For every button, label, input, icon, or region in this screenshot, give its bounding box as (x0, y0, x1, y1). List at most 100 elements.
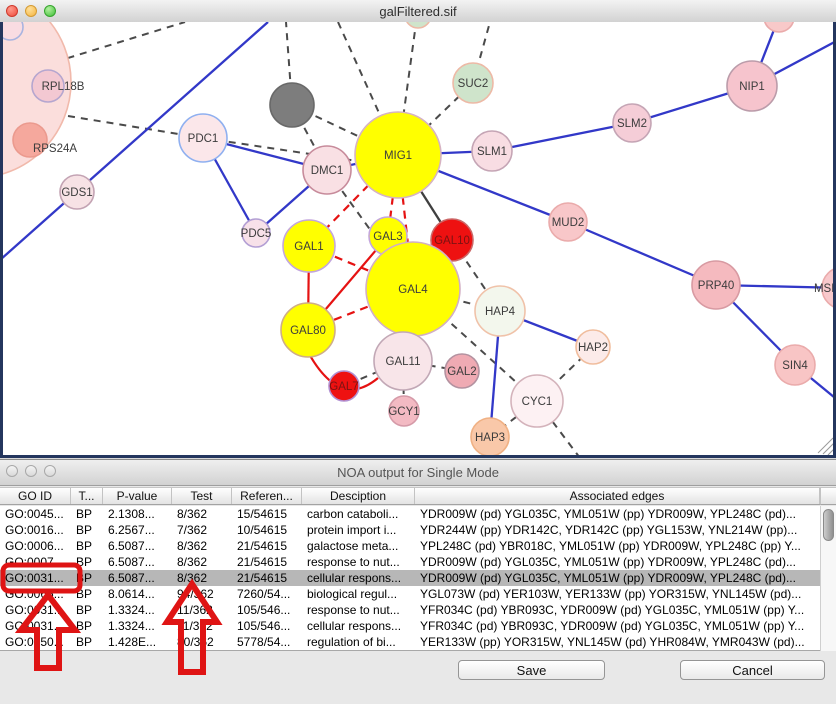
node-gray-node[interactable] (269, 82, 315, 128)
network-canvas[interactable]: RPL18B RPS24A GDS1 PDC1 DMC1 MIG1 SUC2 SLM1 SLM2… (0, 0, 836, 459)
table-row[interactable]: GO:0016... BP 6.2567... 7/362 10/54615 protei… (0, 522, 820, 538)
table-row[interactable]: GO:0045... BP 2.1308... 8/362 15/54615 carbon… (0, 506, 820, 522)
edge-pd[interactable] (402, 360, 463, 372)
table-cell: response to nut... (307, 555, 400, 569)
node-label-HAP4: HAP4 (485, 306, 516, 318)
close-button-inactive[interactable] (6, 465, 18, 477)
table-cell: 15/54615 (237, 507, 288, 521)
node-SUC2[interactable] (452, 62, 494, 104)
node-GAL7[interactable] (328, 370, 360, 402)
table-cell: 21/54615 (237, 539, 288, 553)
edge-pd[interactable] (472, 21, 491, 84)
node-CYC1[interactable] (510, 374, 564, 428)
edge-pp[interactable] (567, 220, 717, 287)
node-PDC1[interactable] (178, 113, 228, 163)
save-button[interactable]: Save (458, 660, 605, 680)
node-DMC1[interactable] (302, 145, 352, 195)
minimize-button[interactable] (25, 5, 37, 17)
table-cell: cellular respons... (307, 619, 402, 633)
node-label-GAL7: GAL7 (329, 381, 358, 393)
resize-grip-icon[interactable] (827, 448, 835, 456)
table-cell: galactose meta... (307, 539, 399, 553)
column-header-t-[interactable]: T... (71, 488, 103, 504)
table-cell: GO:0050... (5, 635, 64, 649)
column-header-referen-[interactable]: Referen... (232, 488, 302, 504)
node-label-SLM1: SLM1 (477, 146, 507, 158)
node-SLM1[interactable] (471, 130, 513, 172)
network-graph[interactable]: RPL18B RPS24A GDS1 PDC1 DMC1 MIG1 SUC2 SLM1 SLM2… (0, 0, 836, 459)
node-GAL10[interactable] (430, 218, 474, 262)
table-cell: BP (76, 635, 93, 649)
table-cell: 21/54615 (237, 571, 288, 585)
edge-pd[interactable] (54, 21, 186, 63)
table-row[interactable]: GO:0065... BP 8.0614... 94/362 7260/54... bio… (0, 586, 820, 602)
table-cell: 11/362 (177, 619, 213, 633)
node-HAP2[interactable] (575, 329, 611, 365)
node-HAP4[interactable] (474, 285, 526, 337)
column-header-desciption[interactable]: Desciption (302, 488, 415, 504)
table-cell: cellular respons... (307, 571, 402, 585)
node-label-HAP3: HAP3 (475, 432, 505, 444)
table-cell: YFR034C (pd) YBR093C, YDR009W (pd) YGL03… (420, 603, 805, 617)
table-row[interactable]: GO:0031... BP 1.3324... 11/362 105/546... cel… (0, 618, 820, 634)
node-label-GAL10: GAL10 (434, 235, 470, 247)
node-RPS24A[interactable] (12, 122, 48, 158)
edge-pp[interactable] (0, 21, 269, 261)
node-GAL80[interactable] (280, 302, 336, 358)
node-GDS1[interactable] (59, 174, 95, 210)
table-cell: response to nut... (307, 603, 400, 617)
resize-grip-icon[interactable] (822, 442, 835, 455)
column-header-associated-edges[interactable]: Associated edges (415, 488, 820, 504)
column-header-go-id[interactable]: GO ID (0, 488, 71, 504)
node-SIN4[interactable] (774, 344, 816, 386)
zoom-button[interactable] (44, 5, 56, 17)
node-GAL1[interactable] (282, 219, 336, 273)
table-cell: protein import i... (307, 523, 397, 537)
edge-pd[interactable] (489, 400, 538, 438)
noa-window-titlebar[interactable]: NOA output for Single Mode (0, 460, 836, 486)
table-row[interactable]: GO:0007... BP 6.5087... 8/362 21/54615 respon… (0, 554, 820, 570)
edge-pp[interactable] (491, 121, 633, 153)
table-header: GO ID T... P-value Test Referen... Desciption… (0, 487, 820, 505)
table-row[interactable]: GO:0050... BP 1.428E... 80/362 5778/54... reg… (0, 634, 820, 650)
node-RPL18B[interactable] (31, 69, 65, 103)
node-PDC5[interactable] (241, 218, 271, 248)
table-row[interactable]: GO:0006... BP 6.5087... 8/362 21/54615 galact… (0, 538, 820, 554)
edge-pd[interactable] (397, 15, 418, 156)
table-cell: regulation of bi... (307, 635, 396, 649)
table-row[interactable]: GO:0031... BP 1.3324... 11/362 105/546... res… (0, 602, 820, 618)
node-partial-node-top-green[interactable] (404, 1, 432, 29)
table-row[interactable]: GO:0031... BP 6.5087... 8/362 21/54615 cellul… (0, 570, 820, 586)
node-NIP1[interactable] (726, 60, 778, 112)
network-window-titlebar[interactable]: galFiltered.sif (0, 0, 836, 23)
node-GAL11[interactable] (373, 331, 433, 391)
cancel-button[interactable]: Cancel (680, 660, 825, 680)
node-label-GDS1: GDS1 (61, 187, 92, 199)
zoom-button-inactive[interactable] (44, 465, 56, 477)
node-GAL2[interactable] (444, 353, 480, 389)
edge-pd[interactable] (67, 115, 204, 139)
table-cell: 105/546... (237, 603, 291, 617)
minimize-button-inactive[interactable] (25, 465, 37, 477)
column-header-test[interactable]: Test (172, 488, 232, 504)
node-SLM2[interactable] (612, 103, 652, 143)
table-cell: 6.5087... (108, 571, 155, 585)
column-header-p-value[interactable]: P-value (103, 488, 172, 504)
node-label-GAL2: GAL2 (447, 366, 476, 378)
node-MUD2[interactable] (548, 202, 588, 242)
close-button[interactable] (6, 5, 18, 17)
table-cell: 2.1308... (108, 507, 155, 521)
resize-grip-icon[interactable] (817, 437, 834, 454)
table-cell: GO:0016... (5, 523, 64, 537)
node-MIG1[interactable] (354, 111, 442, 199)
table-cell: YPL248C (pd) YBR018C, YML051W (pp) YDR00… (420, 539, 801, 553)
scrollbar-thumb[interactable] (823, 509, 834, 541)
node-PRP40[interactable] (691, 260, 741, 310)
node-GCY1[interactable] (388, 395, 420, 427)
table-cell: GO:0007... (5, 555, 64, 569)
node-MSL1[interactable] (821, 267, 836, 309)
vertical-scrollbar[interactable] (820, 506, 836, 651)
table-cell: BP (76, 571, 93, 585)
node-partial-node-top-right[interactable] (763, 1, 795, 33)
table-cell: biological regul... (307, 587, 398, 601)
